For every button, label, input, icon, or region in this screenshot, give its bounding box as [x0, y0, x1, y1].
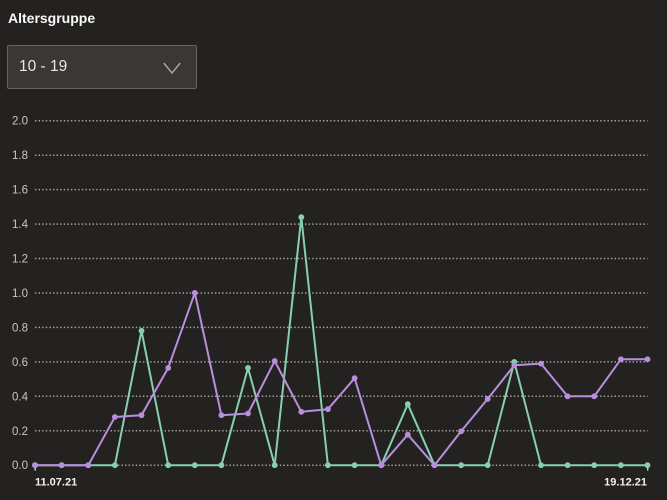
svg-text:0.0: 0.0 [12, 460, 28, 472]
svg-text:11.07.21: 11.07.21 [35, 477, 77, 489]
svg-text:1.0: 1.0 [12, 288, 28, 300]
svg-text:0.6: 0.6 [12, 357, 28, 369]
svg-text:0.8: 0.8 [12, 322, 28, 334]
svg-text:1.2: 1.2 [12, 254, 28, 266]
svg-text:19.12.21: 19.12.21 [604, 477, 647, 489]
svg-text:0.2: 0.2 [12, 426, 28, 438]
svg-text:1.4: 1.4 [12, 219, 29, 231]
svg-text:1.8: 1.8 [12, 150, 28, 162]
svg-text:0.4: 0.4 [12, 391, 29, 403]
svg-text:2.0: 2.0 [12, 116, 28, 128]
svg-text:1.6: 1.6 [12, 185, 28, 197]
